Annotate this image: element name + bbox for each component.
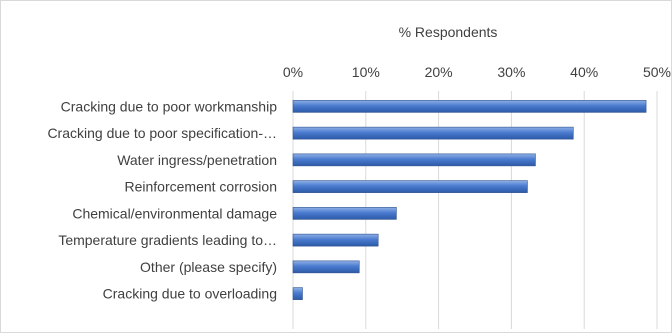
category-label: Reinforcement corrosion (124, 179, 277, 195)
category-label: Cracking due to poor specification-… (47, 125, 277, 141)
bar (292, 180, 528, 193)
x-tick-label: 0% (283, 64, 303, 80)
x-tick-label: 50% (643, 64, 671, 80)
bars (292, 100, 647, 300)
category-label: Water ingress/penetration (117, 152, 277, 168)
x-tick-label: 10% (352, 64, 380, 80)
bar (292, 100, 647, 113)
bar (292, 153, 536, 167)
category-label: Cracking due to overloading (103, 286, 277, 302)
x-tick-label: 20% (425, 64, 453, 80)
x-axis-title: % Respondents (399, 24, 498, 40)
category-labels: Cracking due to poor workmanship Cracking… (47, 98, 277, 301)
bar (292, 126, 574, 140)
category-label: Temperature gradients leading to… (58, 232, 277, 248)
category-label: Chemical/environmental damage (72, 205, 277, 221)
x-tick-label: 40% (570, 64, 598, 80)
category-label: Cracking due to poor workmanship (61, 98, 278, 114)
x-tick-label: 30% (497, 64, 525, 80)
category-label: Other (please specify) (140, 259, 277, 275)
x-axis-ticks: 0% 10% 20% 30% 40% 50% (283, 64, 671, 80)
bar (292, 287, 303, 300)
bar (292, 233, 379, 247)
bar (292, 260, 360, 274)
bar (292, 207, 397, 220)
